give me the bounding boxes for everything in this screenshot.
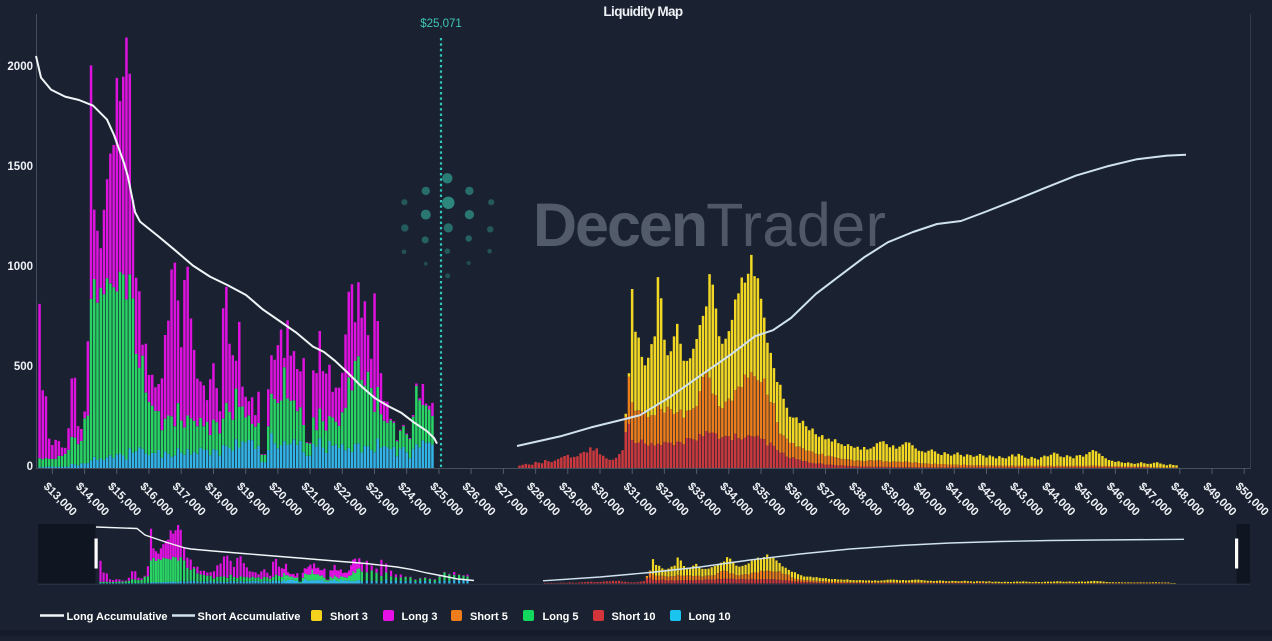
svg-text:DecenTrader: DecenTrader [533, 191, 887, 259]
svg-text:0: 0 [27, 461, 33, 473]
svg-text:Long Accumulative: Long Accumulative [67, 611, 168, 623]
svg-text:Long 3: Long 3 [402, 611, 438, 623]
svg-text:1500: 1500 [7, 161, 33, 173]
svg-text:Short 3: Short 3 [330, 611, 368, 623]
svg-text:Long 5: Long 5 [543, 611, 579, 623]
svg-text:Long 10: Long 10 [689, 611, 731, 623]
svg-text:500: 500 [14, 361, 33, 373]
svg-text:Short 5: Short 5 [470, 611, 508, 623]
svg-text:Liquidity Map: Liquidity Map [603, 4, 683, 19]
svg-text:Short 10: Short 10 [612, 611, 656, 623]
svg-text:$25,071: $25,071 [420, 18, 462, 30]
svg-text:2000: 2000 [7, 61, 33, 73]
svg-text:Short Accumulative: Short Accumulative [198, 611, 301, 623]
svg-text:1000: 1000 [7, 261, 33, 273]
